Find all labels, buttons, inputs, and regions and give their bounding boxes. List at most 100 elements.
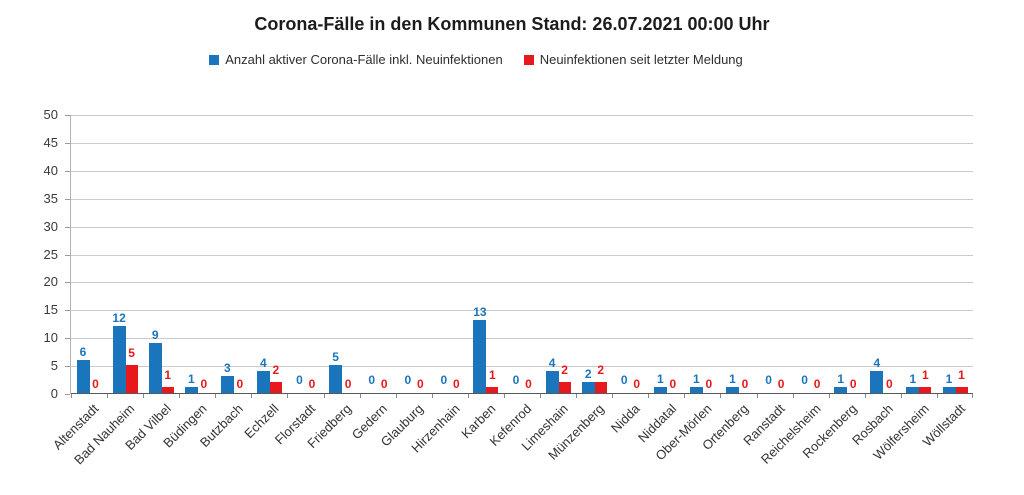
x-axis-tick bbox=[793, 394, 794, 398]
x-axis-tick bbox=[107, 394, 108, 398]
gridline bbox=[71, 338, 973, 339]
value-label-active-cases: 1 bbox=[656, 372, 664, 386]
value-label-new-infections: 5 bbox=[128, 346, 135, 360]
value-label-new-infections: 0 bbox=[452, 377, 460, 391]
y-axis-tick bbox=[65, 115, 70, 116]
bar-active-cases bbox=[726, 387, 739, 393]
value-label-active-cases: 0 bbox=[765, 373, 772, 387]
bar-active-cases bbox=[220, 376, 234, 393]
legend-label-active-cases: Anzahl aktiver Corona-Fälle inkl. Neuinf… bbox=[225, 52, 503, 67]
legend-swatch-new-infections-icon bbox=[523, 54, 534, 65]
value-label-new-infections: 0 bbox=[380, 377, 388, 391]
bar-active-cases bbox=[329, 365, 343, 393]
x-axis-tick bbox=[937, 394, 938, 398]
value-label-active-cases: 0 bbox=[368, 373, 376, 387]
gridline bbox=[71, 227, 973, 228]
value-label-new-infections: 0 bbox=[741, 377, 749, 391]
x-axis-tick bbox=[720, 394, 721, 398]
y-axis-tick bbox=[65, 143, 70, 144]
x-axis-tick bbox=[287, 394, 288, 398]
x-axis-tick bbox=[468, 394, 469, 398]
x-axis-tick bbox=[829, 394, 830, 398]
y-axis-tick bbox=[65, 310, 70, 311]
gridline bbox=[71, 282, 973, 283]
x-axis-tick bbox=[576, 394, 577, 398]
value-label-active-cases: 9 bbox=[151, 328, 159, 342]
value-label-new-infections: 0 bbox=[669, 377, 677, 391]
value-label-active-cases: 1 bbox=[945, 372, 953, 386]
y-axis: 0 5 10 15 20 25 30 35 40 45 50 bbox=[0, 107, 70, 401]
value-label-active-cases: 13 bbox=[473, 305, 487, 319]
bar-active-cases bbox=[473, 320, 487, 393]
gridline bbox=[71, 199, 973, 200]
x-axis-tick bbox=[432, 394, 433, 398]
x-axis-tick bbox=[143, 394, 144, 398]
bar-new-infections bbox=[125, 365, 138, 393]
value-label-active-cases: 4 bbox=[873, 356, 881, 370]
y-axis-tick bbox=[65, 255, 70, 256]
legend-label-new-infections: Neuinfektionen seit letzter Meldung bbox=[539, 52, 743, 67]
gridline bbox=[71, 366, 973, 367]
value-label-new-infections: 0 bbox=[344, 377, 352, 391]
bar-active-cases bbox=[148, 343, 162, 393]
x-axis-tick bbox=[360, 394, 361, 398]
value-label-new-infections: 0 bbox=[236, 377, 244, 391]
gridline bbox=[71, 143, 973, 144]
value-label-new-infections: 0 bbox=[633, 377, 641, 391]
value-label-new-infections: 0 bbox=[885, 377, 893, 391]
value-label-active-cases: 1 bbox=[693, 372, 700, 386]
value-label-new-infections: 0 bbox=[705, 377, 713, 391]
bar-active-cases bbox=[870, 371, 884, 393]
value-label-active-cases: 1 bbox=[187, 372, 195, 386]
y-axis-tick bbox=[65, 282, 70, 283]
value-label-active-cases: 0 bbox=[620, 373, 628, 387]
gridline bbox=[71, 115, 973, 116]
chart-legend: Anzahl aktiver Corona-Fälle inkl. Neuinf… bbox=[0, 52, 1024, 67]
x-axis-tick bbox=[865, 394, 866, 398]
x-axis-tick bbox=[251, 394, 252, 398]
value-label-new-infections: 2 bbox=[597, 363, 605, 377]
legend-item-active-cases: Anzahl aktiver Corona-Fälle inkl. Neuinf… bbox=[209, 52, 503, 67]
bar-active-cases bbox=[545, 371, 559, 393]
value-label-active-cases: 0 bbox=[404, 373, 412, 387]
value-label-active-cases: 6 bbox=[79, 345, 87, 359]
value-label-new-infections: 0 bbox=[308, 377, 316, 391]
bar-active-cases bbox=[689, 387, 703, 393]
y-axis-tick-label: 25 bbox=[43, 247, 58, 262]
value-label-active-cases: 0 bbox=[512, 373, 520, 387]
bar-new-infections bbox=[269, 382, 282, 393]
x-axis-tick bbox=[972, 394, 973, 398]
gridline bbox=[71, 310, 973, 311]
value-label-new-infections: 1 bbox=[958, 368, 965, 382]
y-axis-tick bbox=[65, 199, 70, 200]
y-axis-tick-label: 20 bbox=[43, 274, 58, 289]
x-axis-tick bbox=[684, 394, 685, 398]
value-label-new-infections: 2 bbox=[272, 363, 280, 377]
value-label-active-cases: 4 bbox=[548, 356, 556, 370]
value-label-active-cases: 1 bbox=[837, 372, 845, 386]
value-label-new-infections: 0 bbox=[777, 377, 785, 391]
value-label-active-cases: 0 bbox=[801, 373, 808, 387]
value-label-new-infections: 0 bbox=[416, 377, 424, 391]
legend-item-new-infections: Neuinfektionen seit letzter Meldung bbox=[523, 52, 743, 67]
bar-active-cases bbox=[76, 360, 90, 393]
y-axis-tick-label: 10 bbox=[43, 330, 58, 345]
value-label-new-infections: 1 bbox=[489, 368, 496, 382]
value-label-active-cases: 1 bbox=[909, 372, 917, 386]
x-axis-tick bbox=[757, 394, 758, 398]
x-axis-tick bbox=[324, 394, 325, 398]
y-axis-tick-label: 5 bbox=[50, 358, 58, 373]
value-label-new-infections: 2 bbox=[561, 363, 568, 377]
bar-active-cases bbox=[653, 387, 667, 393]
y-axis-tick-label: 40 bbox=[43, 163, 58, 178]
bar-new-infections bbox=[955, 387, 968, 393]
x-axis-tick bbox=[71, 394, 72, 398]
value-label-new-infections: 0 bbox=[849, 377, 857, 391]
value-label-active-cases: 4 bbox=[260, 356, 267, 370]
y-axis-tick-label: 45 bbox=[43, 135, 58, 150]
x-axis-labels: Altenstadt Bad Nauheim Bad Vilbel Büdingen B… bbox=[50, 399, 972, 495]
y-axis-tick bbox=[65, 394, 70, 395]
y-axis-tick-label: 30 bbox=[43, 219, 58, 234]
value-label-new-infections: 0 bbox=[813, 377, 821, 391]
